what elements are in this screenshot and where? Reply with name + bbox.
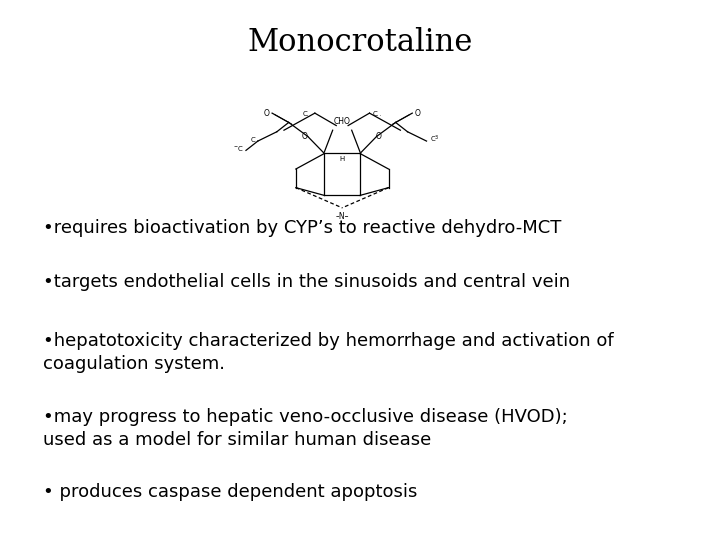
Text: C$_{\cdot\cdot}$: C$_{\cdot\cdot}$ (372, 109, 382, 117)
Text: $^{-}$C: $^{-}$C (233, 144, 243, 153)
Text: O: O (301, 132, 307, 141)
Text: –N–: –N– (336, 212, 349, 221)
Text: O: O (264, 109, 270, 118)
Text: O: O (376, 132, 382, 141)
Text: •targets endothelial cells in the sinusoids and central vein: •targets endothelial cells in the sinuso… (43, 273, 570, 291)
Text: •may progress to hepatic veno-occlusive disease (HVOD);
used as a model for simi: •may progress to hepatic veno-occlusive … (43, 408, 568, 449)
Text: •requires bioactivation by CYP’s to reactive dehydro-MCT: •requires bioactivation by CYP’s to reac… (43, 219, 562, 237)
Text: •hepatotoxicity characterized by hemorrhage and activation of
coagulation system: •hepatotoxicity characterized by hemorrh… (43, 332, 614, 373)
Text: C$_{\cdot\cdot}$: C$_{\cdot\cdot}$ (302, 109, 312, 117)
Text: C$^3$: C$^3$ (430, 134, 440, 145)
Text: O: O (415, 109, 420, 118)
Text: H: H (340, 156, 345, 162)
Text: • produces caspase dependent apoptosis: • produces caspase dependent apoptosis (43, 483, 418, 501)
Text: Monocrotaline: Monocrotaline (247, 27, 473, 58)
Text: C: C (251, 137, 256, 143)
Text: CHO: CHO (334, 117, 351, 126)
